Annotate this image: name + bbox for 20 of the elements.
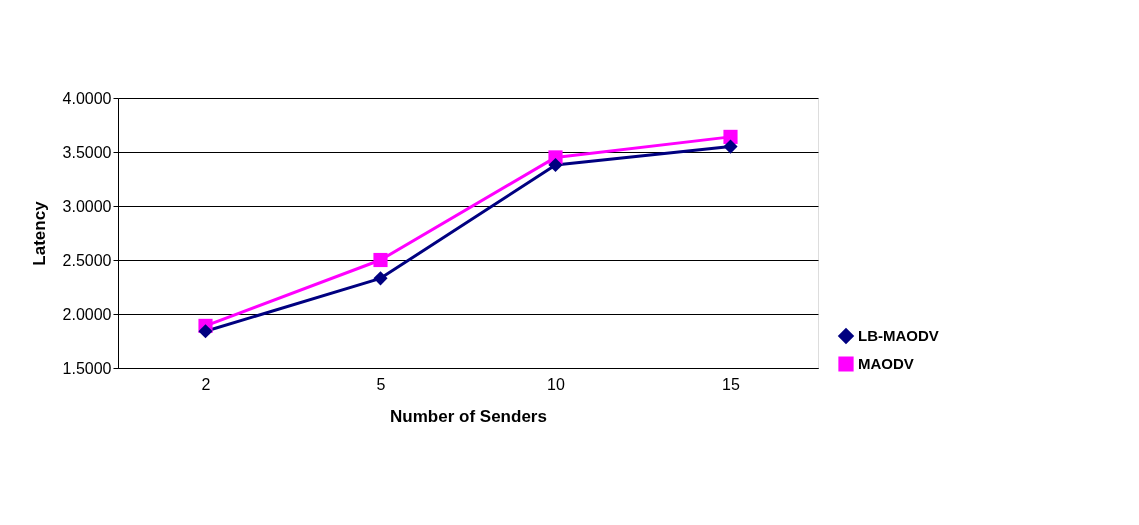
legend-label: MAODV	[858, 355, 914, 372]
point	[723, 129, 738, 144]
x-tick-label: 15	[722, 375, 740, 393]
legend-label: LB-MAODV	[858, 327, 939, 344]
point	[548, 157, 563, 173]
y-tick-label: 2.0000	[62, 305, 112, 323]
y-tick-label: 2.5000	[62, 251, 112, 269]
point	[373, 271, 388, 286]
point	[723, 139, 738, 154]
y-tick-label: 3.0000	[62, 197, 112, 215]
x-tick-label: 5	[376, 375, 386, 393]
y-tick-label: 4.0000	[62, 89, 112, 107]
y-tick-label: 3.5000	[62, 143, 112, 161]
x-tick-label: 2	[201, 375, 211, 393]
x-tick-label: 10	[547, 375, 565, 393]
y-axis-title: Latency	[29, 200, 49, 266]
point	[373, 252, 388, 268]
point	[198, 324, 213, 339]
y-tick-label: 1.5000	[62, 359, 112, 377]
x-axis-title: Number of Senders	[390, 406, 547, 426]
